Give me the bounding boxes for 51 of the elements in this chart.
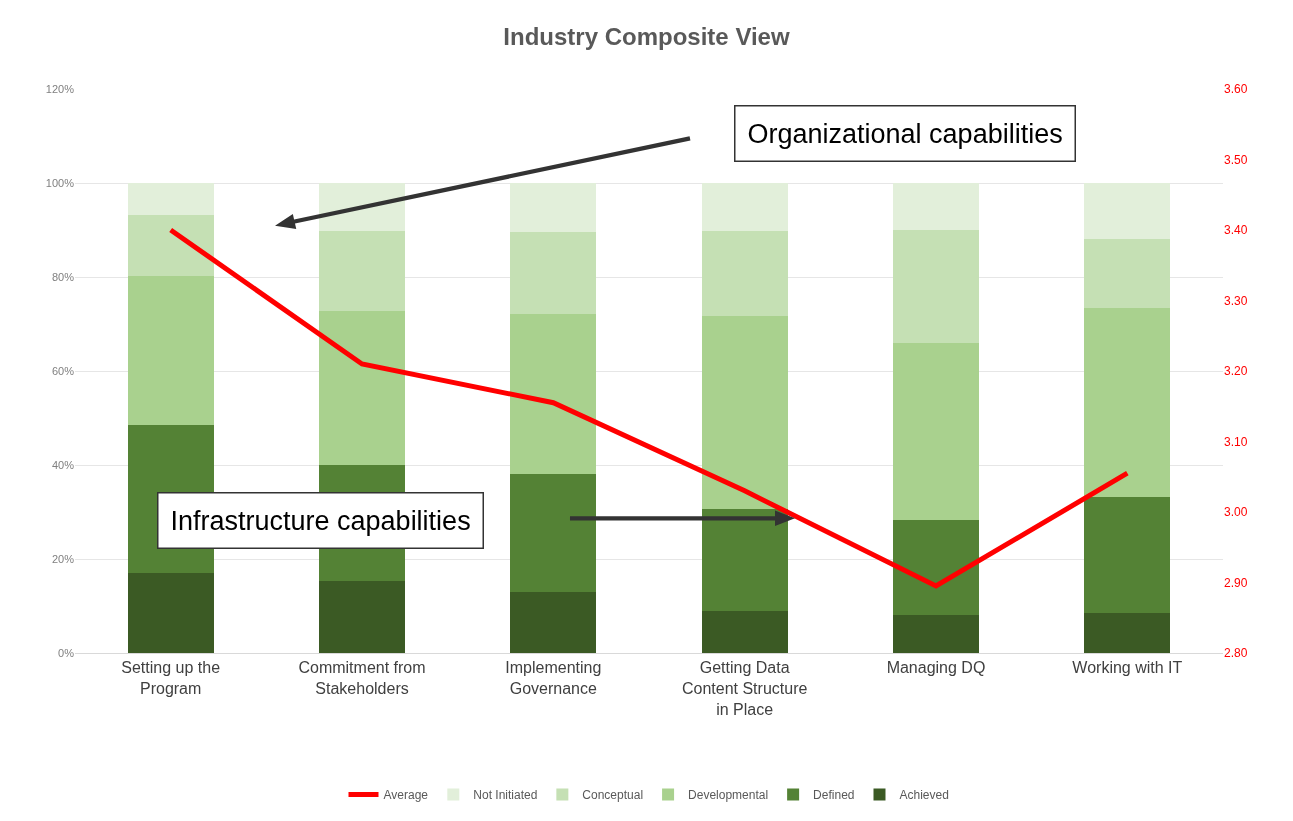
y-tick-label: 80% xyxy=(51,270,75,283)
x-tick-label: Getting Data Content Structure in Place xyxy=(681,659,808,718)
bar xyxy=(127,276,214,426)
bar xyxy=(892,230,980,344)
bar xyxy=(127,214,214,277)
legend-label: Conceptual xyxy=(582,788,644,803)
y-tick-label: 40% xyxy=(51,458,75,471)
bar xyxy=(892,614,980,653)
bar xyxy=(1084,497,1171,614)
chart-title: Industry Composite View xyxy=(503,23,790,51)
y-tick-label: 120% xyxy=(45,82,75,95)
annotation: Infrastructure capabilities xyxy=(170,505,471,536)
y-tick-label: 20% xyxy=(51,552,75,565)
bar xyxy=(127,572,214,653)
y2-tick-label: 2.80 xyxy=(1224,646,1248,661)
bar xyxy=(318,311,406,465)
y2-tick-label: 3.20 xyxy=(1224,364,1248,379)
y-tick-label: 60% xyxy=(51,364,75,377)
y2-tick-label: 3.00 xyxy=(1224,505,1248,520)
bar xyxy=(1084,239,1171,308)
y2-tick-label: 3.50 xyxy=(1224,152,1248,167)
bar xyxy=(318,581,406,653)
x-tick-label: Managing DQ xyxy=(886,659,986,677)
y2-tick-label: 3.10 xyxy=(1224,434,1248,449)
y-tick-label: 100% xyxy=(45,176,75,189)
bar xyxy=(892,520,980,615)
legend-label: Average xyxy=(383,788,429,803)
x-tick-label: Implementing Governance xyxy=(505,659,602,697)
y2-tick-label: 2.90 xyxy=(1224,575,1248,590)
y2-tick-label: 3.30 xyxy=(1224,293,1248,308)
bar xyxy=(1084,613,1171,653)
bar xyxy=(510,232,597,314)
bar xyxy=(701,611,788,653)
legend-label: Achieved xyxy=(899,788,949,803)
bar xyxy=(510,474,597,593)
x-tick-label: Setting up the Program xyxy=(121,659,221,697)
x-tick-label: Commitment from Stakeholders xyxy=(298,659,426,697)
bar xyxy=(1084,307,1171,498)
y-tick-label: 0% xyxy=(58,646,75,659)
bar xyxy=(510,592,597,653)
legend-label: Defined xyxy=(813,788,855,803)
annotation: Organizational capabilities xyxy=(747,118,1063,149)
legend-label: Developmental xyxy=(688,788,769,803)
x-tick-label: Working with IT xyxy=(1072,659,1183,677)
y2-tick-label: 3.60 xyxy=(1224,82,1248,97)
legend-label: Not Initiated xyxy=(473,788,538,803)
bar xyxy=(318,231,406,312)
y2-tick-label: 3.40 xyxy=(1224,223,1248,238)
bar xyxy=(892,343,980,521)
bar xyxy=(510,313,597,475)
bar xyxy=(701,231,788,317)
